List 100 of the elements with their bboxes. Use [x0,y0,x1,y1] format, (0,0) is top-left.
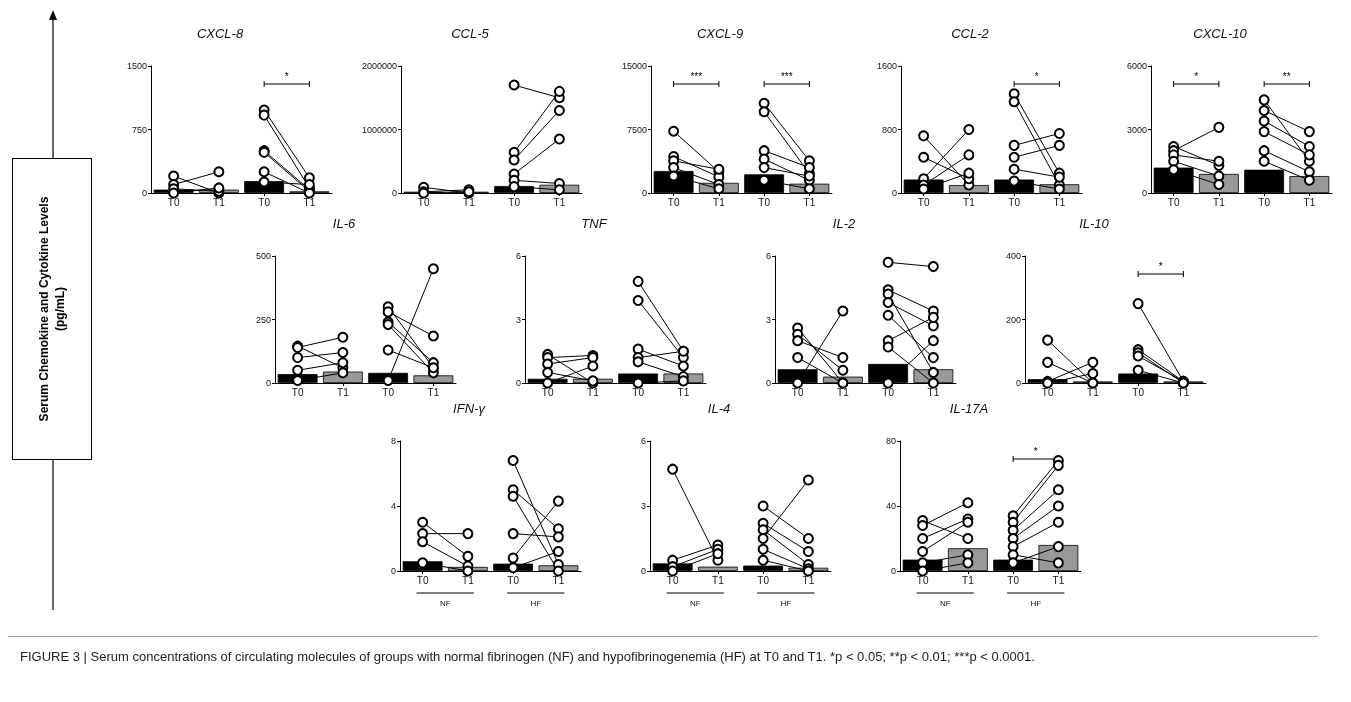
y-tick-label: 0 [890,566,896,576]
text: HF [530,598,542,608]
x-tick-label: T0 [1008,196,1021,208]
y-tick-label: 6 [765,251,771,261]
y-tick-label: 0 [891,188,897,198]
x-tick-label: T0 [167,196,180,208]
x-tick-label: T0 [1007,574,1020,586]
y-tick-label: 0 [515,378,521,388]
x-tick-label: T0 [917,196,930,208]
annotation: * [284,70,289,82]
x-tick-label: T0 [1132,386,1145,398]
x-tick-label: T1 [802,574,815,586]
y-tick-label: 200 [1005,314,1021,325]
x-tick-label: T1 [1052,574,1065,586]
y-tick-label: 0 [1015,378,1021,388]
y-tick-label: 3 [765,314,771,325]
x-tick-label: T1 [803,196,816,208]
annotation: * [1194,70,1199,82]
x-tick-label: T1 [303,196,316,208]
text: NF [689,598,701,608]
y-tick-label: 800 [881,124,897,135]
y-tick-label: 400 [1005,251,1021,261]
text: HF [780,598,792,608]
chart-title: CXCL-10 [1193,26,1248,41]
y-tick-label: 15000 [621,61,647,71]
y-tick-label: 8 [390,436,396,446]
x-tick-label: T0 [541,386,554,398]
x-tick-label: T0 [916,574,929,586]
x-tick-label: T0 [416,574,429,586]
x-tick-label: T1 [927,386,940,398]
chart-title: IL-10 [1079,216,1110,231]
y-tick-label: 0 [391,188,397,198]
caption: FIGURE 3 | Serum concentrations of circulating molecules of groups with normal fibrinogen (NF) and hypofibrinogenemia (HF) at T0 and T1. *p < 0.05; **p < 0.01; ***p < 0.0001. [19,648,1036,666]
x-tick-label: T1 [427,386,440,398]
x-tick-label: T0 [758,196,771,208]
x-tick-label: T1 [1213,196,1226,208]
y-tick-label: 6 [640,436,646,446]
x-tick-label: T0 [666,574,679,586]
y-tick-label: 6000 [1126,61,1147,71]
annotation: * [1158,260,1163,272]
y-tick-label: 1500 [126,61,147,71]
y-tick-label: 250 [255,314,271,325]
chart-title: IL-6 [332,216,356,231]
y-tick-label: 0 [390,566,396,576]
annotation: * [1034,70,1039,82]
x-tick-label: T1 [553,196,566,208]
y-tick-label: 750 [131,124,147,135]
x-tick-label: T1 [713,196,726,208]
x-tick-label: T0 [258,196,271,208]
chart-title: CXCL-9 [696,26,744,41]
x-tick-label: T0 [1258,196,1271,208]
x-tick-label: T0 [291,386,304,398]
x-tick-label: T1 [963,196,976,208]
x-tick-label: T0 [632,386,645,398]
x-tick-label: T1 [463,196,476,208]
y-tick-label: 3 [515,314,521,325]
annotation: *** [780,70,793,82]
x-tick-label: T1 [1053,196,1066,208]
x-tick-label: T0 [667,196,680,208]
text: HF [1030,598,1042,608]
y-tick-label: 3000 [1126,124,1147,135]
chart-title: CXCL-8 [196,26,244,41]
y-tick-label: 40 [885,501,896,511]
y-tick-label: 1000000 [361,124,397,135]
x-tick-label: T1 [587,386,600,398]
x-tick-label: T1 [712,574,725,586]
x-tick-label: T1 [962,574,975,586]
y-tick-label: 0 [265,378,271,388]
x-tick-label: T0 [757,574,770,586]
y-tick-label: 500 [255,251,271,261]
x-tick-label: T0 [507,574,520,586]
x-tick-label: T0 [1041,386,1054,398]
y-tick-label: 3 [640,501,646,511]
annotation: *** [690,70,703,82]
y-tick-label: 0 [765,378,771,388]
text: NF [439,598,451,608]
y-tick-label: 2000000 [361,61,397,71]
y-tick-label: 0 [640,566,646,576]
annotation: ** [1282,70,1291,82]
y-tick-label: 4 [390,501,396,511]
x-tick-label: T0 [417,196,430,208]
x-tick-label: T1 [1303,196,1316,208]
y-tick-label: 0 [641,188,647,198]
y-tick-label: 1600 [876,61,897,71]
x-tick-label: T1 [1087,386,1100,398]
y-tick-label: 6 [515,251,521,261]
x-tick-label: T1 [677,386,690,398]
y-tick-label: 80 [885,436,896,446]
chart-title: CCL-2 [951,26,990,41]
x-tick-label: T0 [882,386,895,398]
text: NF [939,598,951,608]
x-tick-label: T1 [213,196,226,208]
y-tick-label: 0 [1141,188,1147,198]
y-axis-title: Serum Chemokine and Cytokine Levels (pg/mL) [36,196,68,422]
chart-title: IL-4 [707,401,731,416]
x-tick-label: T0 [382,386,395,398]
x-tick-label: T1 [462,574,475,586]
x-tick-label: T0 [791,386,804,398]
x-tick-label: T1 [837,386,850,398]
chart-title: IL-17A [949,401,989,416]
